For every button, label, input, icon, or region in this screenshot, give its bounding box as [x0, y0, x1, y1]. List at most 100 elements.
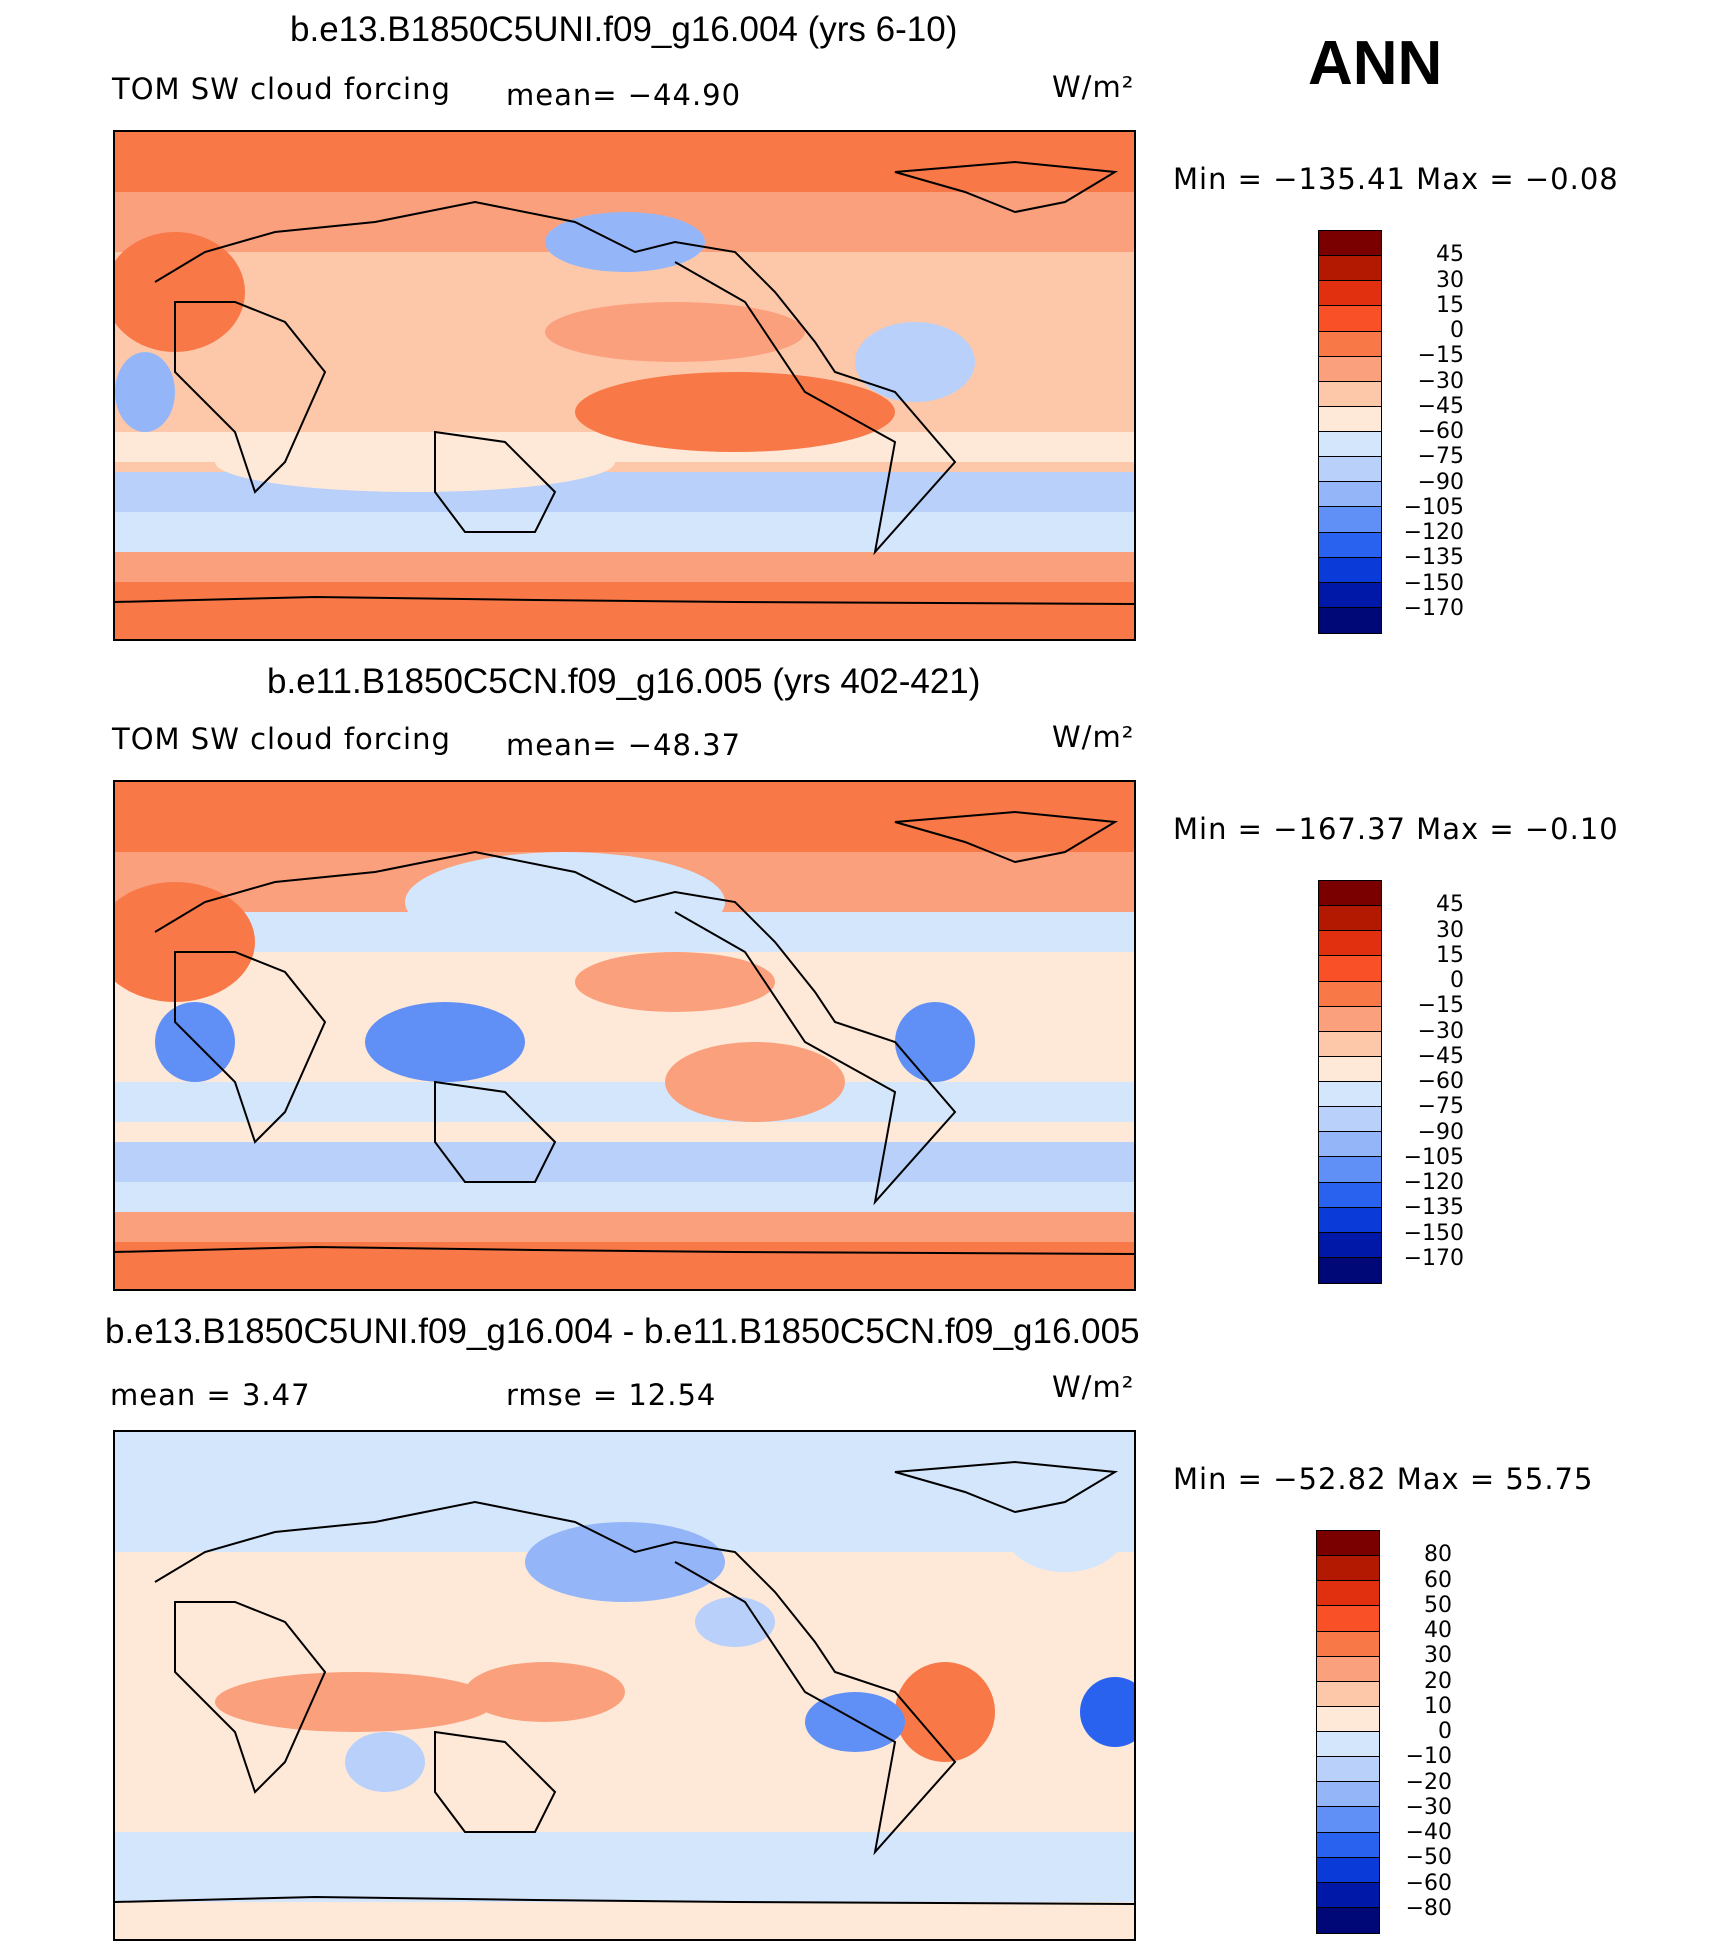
- coastline: [115, 160, 1134, 605]
- panel-1-mean-label: mean= −44.90: [506, 78, 742, 112]
- colorbar-segment: [1317, 1556, 1379, 1582]
- map-contour-band: [115, 1212, 1134, 1242]
- colorbar-segment: [1317, 1857, 1379, 1883]
- colorbar-segment: [1319, 1006, 1381, 1032]
- colorbar-tick-label: −135: [1403, 545, 1464, 571]
- colorbar-tick-label: −30: [1417, 368, 1464, 394]
- map-contour-band: [115, 1832, 1134, 1902]
- colorbar-segment: [1319, 582, 1381, 608]
- panel-2-title: b.e11.B1850C5CN.f09_g16.005 (yrs 402-421…: [267, 662, 981, 701]
- colorbar-tick-label: −150: [1403, 570, 1464, 596]
- colorbar-segment: [1317, 1907, 1379, 1933]
- map-contour-region: [465, 1662, 625, 1722]
- map-contour-region: [575, 952, 775, 1012]
- map-contour-region: [365, 1002, 525, 1082]
- colorbar-segment: [1319, 381, 1381, 407]
- map-contour-region: [665, 1042, 845, 1122]
- map-contour-region: [115, 352, 175, 432]
- colorbar-tick-label: 30: [1424, 1643, 1452, 1669]
- colorbar-segment: [1319, 356, 1381, 382]
- map-contour-region: [405, 852, 725, 952]
- colorbar-tick-label: 20: [1424, 1668, 1452, 1694]
- map-contour-band: [115, 552, 1134, 582]
- colorbar-tick-label: −45: [1417, 393, 1464, 419]
- map-contour-region: [895, 1002, 975, 1082]
- map-contour-region: [895, 1662, 995, 1762]
- coastline: [115, 810, 1134, 1255]
- panel-3-colorbar: [1316, 1530, 1380, 1934]
- colorbar-tick-label: −170: [1403, 1245, 1464, 1271]
- colorbar-tick-label: −105: [1403, 494, 1464, 520]
- panel-3-minmax: Min = −52.82 Max = 55.75: [1173, 1462, 1594, 1496]
- colorbar-segment: [1317, 1757, 1379, 1783]
- colorbar-segment: [1317, 1656, 1379, 1682]
- panel-2-units: W/m²: [1052, 720, 1135, 754]
- colorbar-segment: [1317, 1606, 1379, 1632]
- colorbar-segment: [1317, 1681, 1379, 1707]
- panel-3-rmse-label: rmse = 12.54: [506, 1378, 717, 1412]
- panel-3-title: b.e13.B1850C5UNI.f09_g16.004 - b.e11.B18…: [105, 1312, 1140, 1351]
- colorbar-segment: [1319, 1232, 1381, 1258]
- colorbar-tick-label: −80: [1405, 1895, 1452, 1921]
- colorbar-segment: [1319, 281, 1381, 307]
- colorbar-segment: [1317, 1531, 1379, 1557]
- panel-1-colorbar: [1318, 230, 1382, 634]
- map-contour-region: [215, 432, 615, 492]
- colorbar-tick-label: −10: [1405, 1744, 1452, 1770]
- colorbar-tick-label: −75: [1417, 1094, 1464, 1120]
- panel-3-units: W/m²: [1052, 1370, 1135, 1404]
- colorbar-segment: [1319, 956, 1381, 982]
- colorbar-tick-label: −90: [1417, 469, 1464, 495]
- colorbar-segment: [1317, 1782, 1379, 1808]
- colorbar-segment: [1319, 557, 1381, 583]
- map-contour-band: [115, 1182, 1134, 1212]
- colorbar-segment: [1319, 1132, 1381, 1158]
- colorbar-segment: [1317, 1807, 1379, 1833]
- colorbar-segment: [1319, 306, 1381, 332]
- colorbar-segment: [1319, 1031, 1381, 1057]
- colorbar-tick-label: −60: [1405, 1870, 1452, 1896]
- colorbar-tick-label: 45: [1436, 242, 1464, 268]
- panel-2-colorbar: [1318, 880, 1382, 1284]
- colorbar-tick-label: 80: [1424, 1542, 1452, 1568]
- colorbar-segment: [1319, 906, 1381, 932]
- colorbar-segment: [1319, 1056, 1381, 1082]
- panel-1-minmax: Min = −135.41 Max = −0.08: [1173, 162, 1619, 196]
- colorbar-tick-label: −60: [1417, 419, 1464, 444]
- panel-2-map: [113, 780, 1136, 1291]
- colorbar-segment: [1319, 1257, 1381, 1283]
- colorbar-tick-label: 0: [1450, 968, 1464, 993]
- colorbar-tick-label: −135: [1403, 1195, 1464, 1221]
- colorbar-segment: [1319, 1082, 1381, 1108]
- colorbar-tick-label: −150: [1403, 1220, 1464, 1246]
- map-contour-region: [1080, 1677, 1134, 1747]
- map-contour-band: [115, 782, 1134, 852]
- colorbar-tick-label: −75: [1417, 444, 1464, 470]
- colorbar-tick-label: −20: [1405, 1769, 1452, 1795]
- map-contour-region: [345, 1732, 425, 1792]
- colorbar-segment: [1319, 331, 1381, 357]
- colorbar-segment: [1319, 256, 1381, 282]
- colorbar-segment: [1319, 981, 1381, 1007]
- colorbar-segment: [1319, 1107, 1381, 1133]
- colorbar-segment: [1319, 1157, 1381, 1183]
- colorbar-segment: [1319, 1207, 1381, 1233]
- panel-1-map: [113, 130, 1136, 641]
- map-contour-region: [115, 882, 255, 1002]
- panel-1-colorbar-ticks: 45 30 15 0 −15 −30 −45 −60 −75 −90 −105 −120 −135 −15…: [1384, 230, 1464, 634]
- panel-3-colorbar-ticks: 80 60 50 40 30 20 10 0 −10 −20 −30 −40 −50 −60 −80: [1382, 1530, 1452, 1934]
- colorbar-segment: [1317, 1832, 1379, 1858]
- colorbar-segment: [1319, 881, 1381, 907]
- colorbar-segment: [1317, 1706, 1379, 1732]
- colorbar-tick-label: 40: [1424, 1618, 1452, 1643]
- colorbar-segment: [1317, 1631, 1379, 1657]
- map-contour-region: [215, 1672, 495, 1732]
- map-contour-region: [575, 372, 895, 452]
- colorbar-segment: [1319, 432, 1381, 458]
- map-contour-band: [115, 132, 1134, 192]
- panel-3-mean-label: mean = 3.47: [110, 1378, 311, 1412]
- map-contour-region: [525, 1522, 725, 1602]
- colorbar-segment: [1319, 482, 1381, 508]
- colorbar-tick-label: −15: [1417, 993, 1464, 1019]
- colorbar-tick-label: 0: [1450, 318, 1464, 343]
